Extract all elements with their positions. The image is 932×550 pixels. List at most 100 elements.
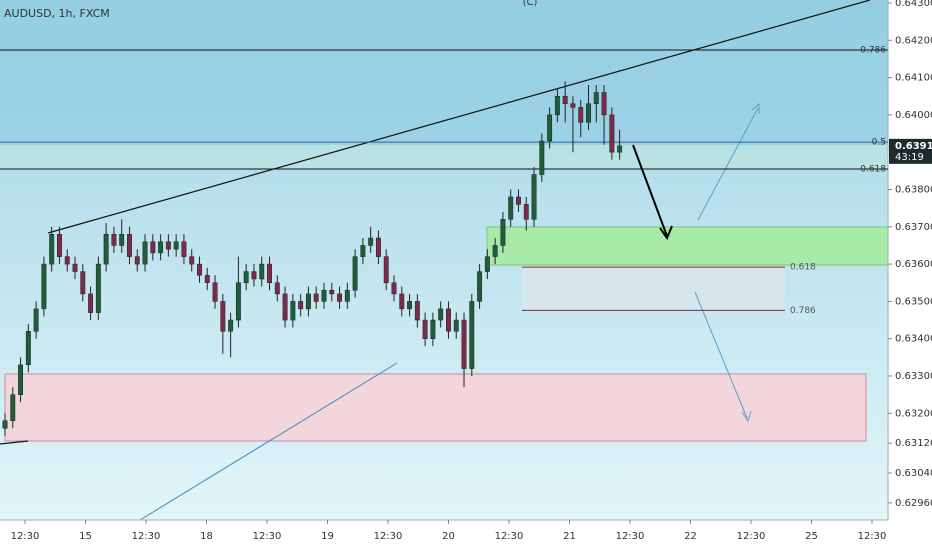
candle-body xyxy=(158,241,164,254)
zone-label: 0.618 xyxy=(790,263,816,273)
candle-body xyxy=(212,282,218,302)
target-zone xyxy=(522,266,785,309)
demand-zone xyxy=(486,226,889,266)
candle-body xyxy=(578,107,584,123)
candle-body xyxy=(399,293,405,310)
candle-body xyxy=(181,241,187,257)
candle-body xyxy=(41,263,47,310)
price-axis xyxy=(888,0,932,550)
candle-body xyxy=(142,241,148,265)
candle-body xyxy=(609,114,615,153)
candle-body xyxy=(453,319,459,332)
arrow-head xyxy=(741,410,752,423)
candle-body xyxy=(337,293,342,302)
x-tick-label: 12:30 xyxy=(737,531,766,542)
candle-body xyxy=(414,301,420,321)
x-tick-label: 12:30 xyxy=(11,531,40,542)
candle-body xyxy=(235,282,241,321)
candle-body xyxy=(127,234,132,257)
candle-body xyxy=(523,204,529,220)
candle-body xyxy=(220,301,226,332)
price-tag xyxy=(889,138,932,164)
projection-arrow xyxy=(697,107,759,221)
candle-body xyxy=(173,241,179,250)
candle-body xyxy=(88,293,94,313)
wave-label: (C) xyxy=(523,0,538,8)
trend-line xyxy=(0,440,29,445)
candle-body xyxy=(547,114,553,142)
projection-arrow xyxy=(694,291,748,419)
candle-body xyxy=(430,319,436,339)
candle-body xyxy=(562,95,568,104)
candle-body xyxy=(274,282,280,295)
chart-title: AUDUSD, 1h, FXCM xyxy=(4,7,110,20)
candle-body xyxy=(422,319,428,339)
candle-body xyxy=(368,237,374,246)
candle-body xyxy=(49,234,55,265)
x-tick-label: 15 xyxy=(79,531,92,542)
candle-body xyxy=(197,263,202,276)
candle-body xyxy=(516,196,521,205)
candle-body xyxy=(352,256,358,291)
x-tick-label: 21 xyxy=(563,531,576,542)
candle-body xyxy=(282,293,288,321)
candle-body xyxy=(484,256,490,272)
zone-label: 0.786 xyxy=(790,306,816,316)
candle-body xyxy=(554,95,560,116)
candle-body xyxy=(259,263,265,280)
candle-body xyxy=(508,196,514,220)
candle-body xyxy=(500,219,506,246)
candle-body xyxy=(446,308,451,332)
candle-body xyxy=(251,271,257,280)
candle-body xyxy=(119,234,125,246)
candle-body xyxy=(601,92,607,116)
candle-body xyxy=(298,301,304,310)
candle-body xyxy=(10,394,16,422)
trend-line xyxy=(47,0,871,234)
candle-body xyxy=(305,293,311,310)
x-tick-label: 12:30 xyxy=(495,531,524,542)
y-tick-label: 0.62960 xyxy=(895,498,932,509)
candle-body xyxy=(570,103,576,108)
candle-body xyxy=(329,289,335,295)
candle-body xyxy=(103,234,109,265)
candle-body xyxy=(383,256,389,284)
candle-body xyxy=(438,308,444,321)
candle-body xyxy=(243,271,249,284)
candle-body xyxy=(189,256,195,265)
upper-zone xyxy=(0,0,888,145)
candle-body xyxy=(111,234,117,246)
x-tick-label: 25 xyxy=(805,531,818,542)
candle-body xyxy=(25,330,31,366)
candle-body xyxy=(2,420,8,429)
candle-body xyxy=(492,245,498,257)
candle-body xyxy=(586,103,591,123)
candle-body xyxy=(461,319,467,369)
candle-body xyxy=(391,282,397,295)
x-tick-label: 12:30 xyxy=(253,531,282,542)
x-tick-label: 20 xyxy=(442,531,455,542)
candle-body xyxy=(95,263,101,313)
candle-body xyxy=(72,263,78,272)
candle-body xyxy=(165,241,171,250)
fib-label: 0.5 xyxy=(872,138,886,148)
candle-body xyxy=(321,289,327,302)
candle-body xyxy=(18,364,24,395)
candle-body xyxy=(360,245,366,257)
time-axis xyxy=(0,520,888,550)
x-tick-label: 12:30 xyxy=(616,531,645,542)
x-tick-label: 12:30 xyxy=(374,531,403,542)
candle-body xyxy=(290,301,296,321)
x-tick-label: 12:30 xyxy=(858,531,887,542)
